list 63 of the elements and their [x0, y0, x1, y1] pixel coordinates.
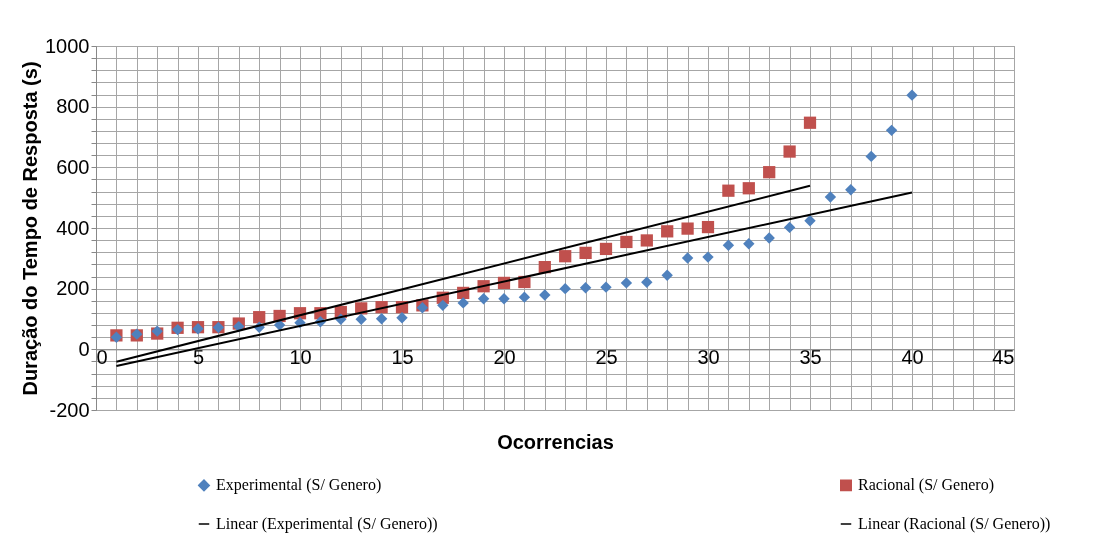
x-tick-label: 0 — [96, 345, 108, 368]
point — [559, 250, 572, 263]
x-axis-title: Ocorrencias — [497, 430, 614, 453]
point — [396, 312, 408, 324]
point — [865, 150, 877, 163]
legend-label: Linear (Experimental (S/ Genero)) — [216, 515, 438, 533]
point — [518, 291, 531, 303]
point — [885, 124, 898, 137]
point — [498, 292, 510, 305]
x-tick-label: 40 — [901, 345, 924, 368]
point — [783, 145, 796, 158]
x-tick-label: 10 — [289, 345, 312, 368]
x-tick-label: 15 — [391, 345, 414, 368]
x-tick-label: 35 — [799, 345, 822, 368]
point — [355, 313, 367, 325]
point — [661, 225, 674, 238]
legend-label: Linear (Racional (S/ Genero)) — [858, 515, 1051, 533]
legend-label: Experimental (S/ Genero) — [216, 476, 382, 495]
point — [375, 313, 388, 325]
point — [661, 269, 673, 282]
point — [437, 299, 449, 312]
point — [824, 191, 837, 203]
x-tick-label: 30 — [697, 345, 720, 368]
point — [702, 251, 714, 263]
y-tick-label: 600 — [56, 155, 90, 178]
y-axis-title: Duração do Tempo de Resposta (s) — [19, 61, 42, 396]
point — [681, 222, 694, 235]
point — [906, 89, 918, 101]
y-tick-label: 200 — [56, 277, 90, 300]
point — [579, 246, 592, 259]
point — [763, 232, 775, 244]
y-tick-label: 400 — [56, 216, 90, 239]
x-tick-label: 5 — [192, 345, 205, 368]
point — [620, 235, 633, 249]
point — [477, 292, 490, 305]
point — [804, 215, 816, 227]
point — [743, 238, 755, 250]
point — [783, 221, 796, 234]
point — [253, 311, 266, 324]
x-tick-label: 25 — [595, 345, 618, 368]
point — [600, 281, 612, 293]
legend-label: Racional (S/ Genero) — [858, 476, 994, 495]
point — [579, 282, 592, 294]
point — [701, 220, 715, 234]
point — [742, 182, 755, 195]
y-tick-label: 800 — [56, 95, 90, 118]
point — [539, 289, 551, 301]
point — [763, 166, 776, 179]
point — [803, 116, 817, 129]
point — [681, 252, 694, 264]
point — [641, 276, 653, 288]
y-tick-label: -200 — [49, 398, 90, 421]
x-tick-label: 20 — [493, 345, 516, 368]
y-tick-label: 1000 — [45, 34, 90, 57]
point — [457, 297, 469, 309]
point — [620, 277, 633, 289]
point — [599, 242, 613, 256]
point — [722, 184, 735, 197]
point — [559, 282, 571, 295]
point — [722, 239, 735, 251]
point — [845, 184, 857, 196]
x-tick-label: 45 — [992, 345, 1015, 368]
point — [640, 234, 653, 247]
